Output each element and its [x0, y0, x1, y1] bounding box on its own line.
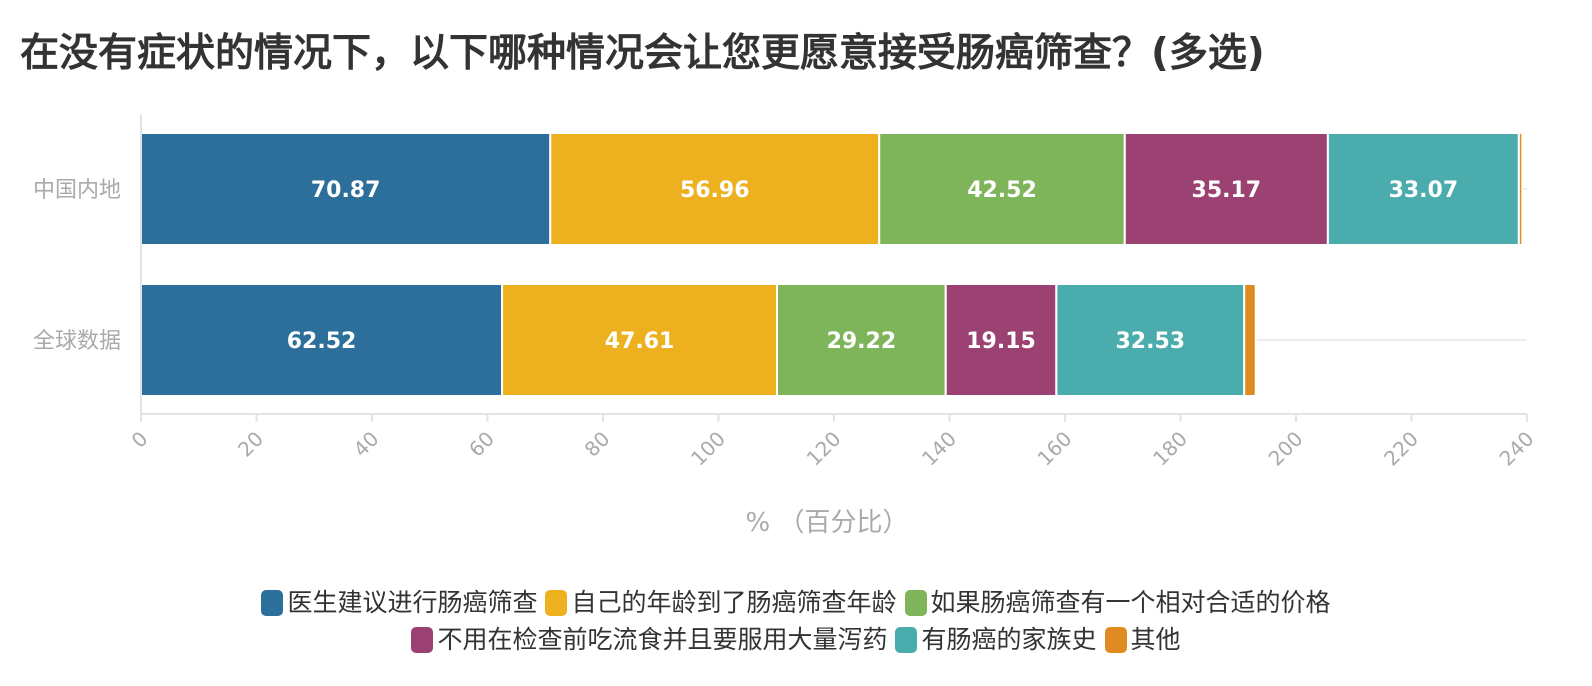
legend-item[interactable]: 自己的年龄到了肠癌筛查年龄	[545, 585, 897, 621]
bar-value-label: 56.96	[680, 178, 750, 203]
legend-item[interactable]: 如果肠癌筛查有一个相对合适的价格	[904, 585, 1331, 621]
legend-swatch	[545, 590, 568, 616]
x-tick-label: 20	[233, 427, 268, 462]
legend-row: 不用在检查前吃流食并且要服用大量泻药 有肠癌的家族史 其他	[0, 621, 1592, 658]
bar	[140, 283, 504, 397]
legend-label: 有肠癌的家族史	[921, 625, 1097, 654]
bar-value-label: 19.15	[966, 329, 1036, 354]
bar	[878, 132, 1126, 246]
x-axis-title: % （百分比）	[746, 508, 909, 538]
bar	[776, 283, 947, 397]
bar-value-label: 32.53	[1115, 329, 1185, 354]
x-tick-label: 0	[127, 427, 153, 453]
bar	[1123, 132, 1329, 246]
legend-item[interactable]: 不用在检查前吃流食并且要服用大量泻药	[411, 622, 887, 658]
legend-label: 不用在检查前吃流食并且要服用大量泻药	[437, 625, 888, 654]
bar-value-label: 47.61	[605, 329, 675, 354]
chart-title: 在没有症状的情况下，以下哪种情况会让您更愿意接受肠癌筛查？(多选)	[20, 31, 1265, 76]
legend-swatch	[895, 627, 918, 653]
bar	[1517, 132, 1524, 246]
x-tick-label: 200	[1264, 427, 1308, 471]
x-tick-label: 40	[349, 427, 384, 462]
legend-row: 医生建议进行肠癌筛查 自己的年龄到了肠癌筛查年龄 如果肠癌筛查有一个相对合适的价格	[0, 584, 1592, 621]
legend-item[interactable]: 医生建议进行肠癌筛查	[261, 585, 537, 621]
legend-label: 如果肠癌筛查有一个相对合适的价格	[930, 588, 1331, 617]
x-tick-label: 100	[686, 427, 730, 471]
legend-label: 其他	[1130, 625, 1181, 654]
x-tick-label: 220	[1379, 427, 1423, 471]
bars	[140, 132, 1524, 397]
legend-label: 自己的年龄到了肠癌筛查年龄	[571, 588, 897, 617]
x-tick-label: 120	[802, 427, 846, 471]
bar-value-label: 62.52	[287, 329, 357, 354]
category-label: 中国内地	[33, 178, 121, 203]
legend-item[interactable]: 其他	[1104, 622, 1181, 658]
bar	[1055, 283, 1246, 397]
bar	[549, 132, 881, 246]
bar-value-label: 35.17	[1192, 178, 1262, 203]
x-tick-label: 240	[1495, 427, 1539, 471]
legend-swatch	[1104, 627, 1127, 653]
category-label: 全球数据	[33, 329, 121, 354]
bar	[1326, 132, 1520, 246]
bar-value-label: 70.87	[311, 178, 381, 203]
bar-value-label: 33.07	[1389, 178, 1459, 203]
legend-label: 医生建议进行肠癌筛查	[287, 588, 538, 617]
x-tick-label: 80	[580, 427, 615, 462]
value-labels: 70.87 56.96 42.52 35.17 33.07 62.52 47.61 29.22…	[287, 178, 1458, 354]
bar	[140, 132, 552, 246]
x-tick-label: 180	[1148, 427, 1192, 471]
legend: 医生建议进行肠癌筛查 自己的年龄到了肠癌筛查年龄 如果肠癌筛查有一个相对合适的价格不…	[0, 584, 1592, 658]
bar-value-label: 29.22	[827, 329, 897, 354]
x-tick-label: 60	[464, 427, 499, 462]
x-tick-label: 160	[1033, 427, 1077, 471]
legend-swatch	[904, 590, 927, 616]
legend-swatch	[261, 590, 284, 616]
bar	[501, 283, 779, 397]
bar-value-label: 42.52	[967, 178, 1037, 203]
legend-item[interactable]: 有肠癌的家族史	[895, 622, 1097, 658]
bar	[1243, 283, 1257, 397]
x-tick-label: 140	[917, 427, 961, 471]
legend-swatch	[411, 627, 434, 653]
